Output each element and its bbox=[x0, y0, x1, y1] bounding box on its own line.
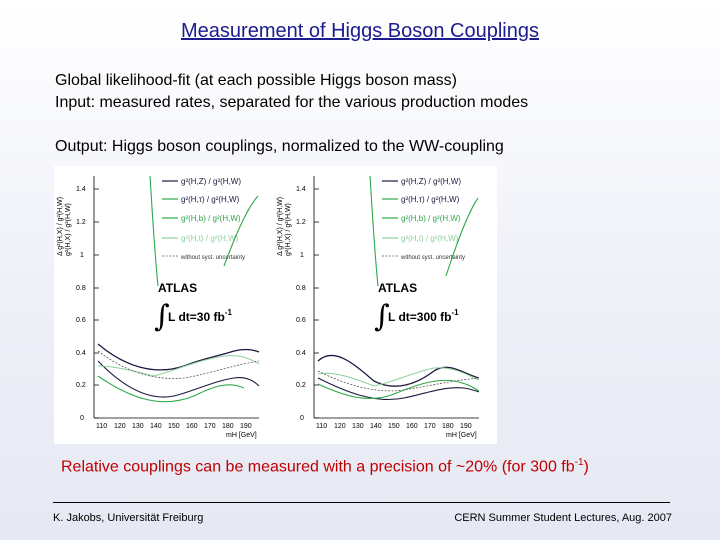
lumi-label: L dt=30 fb-1 bbox=[168, 308, 232, 324]
legend-ht: g²(H,t) / g²(H,W) bbox=[401, 234, 459, 243]
ytick-0.8: 0.8 bbox=[296, 285, 306, 292]
ytick-0.8: 0.8 bbox=[76, 285, 86, 292]
y-axis-label-2: g²(H,X) / g²(H,W) bbox=[285, 203, 292, 256]
legend-nosyst: without syst. uncertainty bbox=[180, 255, 245, 261]
ytick-1.4: 1.4 bbox=[296, 186, 306, 193]
svg-text:∫: ∫ bbox=[154, 299, 170, 334]
ytick-0.4: 0.4 bbox=[76, 350, 86, 357]
ytick-1.2: 1.2 bbox=[76, 219, 86, 226]
xtick-180: 180 bbox=[442, 423, 454, 430]
xtick-150: 150 bbox=[388, 423, 400, 430]
xtick-120: 120 bbox=[114, 423, 126, 430]
legend-hb: g²(H,b) / g²(H,W) bbox=[181, 214, 241, 223]
ytick-1: 1 bbox=[80, 252, 84, 259]
lumi-label: L dt=300 fb-1 bbox=[388, 308, 459, 324]
ytick-0.6: 0.6 bbox=[76, 317, 86, 324]
plot-svg-300fb: Δ g²(H,X) / g²(H,W) g²(H,X) / g²(H,W) 0 … bbox=[277, 175, 480, 439]
legend-hb: g²(H,b) / g²(H,W) bbox=[401, 214, 461, 223]
ytick-0.4: 0.4 bbox=[296, 350, 306, 357]
text-output: Output: Higgs boson couplings, normalize… bbox=[55, 138, 504, 155]
atlas-label: ATLAS bbox=[158, 281, 197, 295]
legend-htau: g²(H,τ) / g²(H,W) bbox=[401, 195, 460, 204]
ytick-0.2: 0.2 bbox=[76, 382, 86, 389]
xtick-140: 140 bbox=[370, 423, 382, 430]
footer-divider bbox=[53, 502, 670, 503]
coupling-plot-300fb: Δ g²(H,X) / g²(H,W) g²(H,X) / g²(H,W) 0 … bbox=[274, 166, 497, 444]
footer-author: K. Jakobs, Universität Freiburg bbox=[53, 512, 204, 524]
x-axis-label: mH [GeV] bbox=[446, 432, 477, 439]
y-axis-label-2: g²(H,X) / g²(H,W) bbox=[65, 203, 72, 256]
xtick-170: 170 bbox=[424, 423, 436, 430]
slide-title: Measurement of Higgs Boson Couplings bbox=[181, 20, 539, 42]
xtick-120: 120 bbox=[334, 423, 346, 430]
coupling-plot-30fb: Δ g²(H,X) / g²(H,W) g²(H,X) / g²(H,W) 0 … bbox=[54, 166, 277, 444]
xtick-160: 160 bbox=[406, 423, 418, 430]
x-axis-label: mH [GeV] bbox=[226, 432, 257, 439]
ytick-0.6: 0.6 bbox=[296, 317, 306, 324]
legend-hz: g²(H,Z) / g²(H,W) bbox=[401, 177, 461, 186]
xtick-130: 130 bbox=[352, 423, 364, 430]
legend-htau: g²(H,τ) / g²(H,W) bbox=[181, 195, 240, 204]
xtick-170: 170 bbox=[204, 423, 216, 430]
ytick-1.2: 1.2 bbox=[296, 219, 306, 226]
xtick-110: 110 bbox=[316, 423, 327, 430]
ytick-1.4: 1.4 bbox=[76, 186, 86, 193]
y-axis-label: Δ g²(H,X) / g²(H,W) bbox=[57, 197, 64, 256]
xtick-180: 180 bbox=[222, 423, 234, 430]
svg-text:∫: ∫ bbox=[374, 299, 390, 334]
ytick-0: 0 bbox=[80, 415, 84, 422]
y-axis-label: Δ g²(H,X) / g²(H,W) bbox=[277, 197, 284, 256]
xtick-160: 160 bbox=[186, 423, 198, 430]
footer-event: CERN Summer Student Lectures, Aug. 2007 bbox=[454, 512, 672, 524]
ytick-1: 1 bbox=[300, 252, 304, 259]
text-global-fit: Global likelihood-fit (at each possible … bbox=[55, 72, 457, 89]
xtick-110: 110 bbox=[96, 423, 107, 430]
xtick-150: 150 bbox=[168, 423, 180, 430]
conclusion-text: Relative couplings can be measured with … bbox=[61, 457, 589, 476]
ytick-0.2: 0.2 bbox=[296, 382, 306, 389]
text-input: Input: measured rates, separated for the… bbox=[55, 94, 529, 111]
legend-nosyst: without syst. uncertainty bbox=[400, 255, 465, 261]
atlas-label: ATLAS bbox=[378, 281, 417, 295]
ytick-0: 0 bbox=[300, 415, 304, 422]
legend-ht: g²(H,t) / g²(H,W) bbox=[181, 234, 239, 243]
xtick-190: 190 bbox=[460, 423, 472, 430]
xtick-130: 130 bbox=[132, 423, 144, 430]
legend-hz: g²(H,Z) / g²(H,W) bbox=[181, 177, 241, 186]
plot-svg-30fb: Δ g²(H,X) / g²(H,W) g²(H,X) / g²(H,W) 0 … bbox=[57, 175, 260, 439]
xtick-190: 190 bbox=[240, 423, 252, 430]
xtick-140: 140 bbox=[150, 423, 162, 430]
